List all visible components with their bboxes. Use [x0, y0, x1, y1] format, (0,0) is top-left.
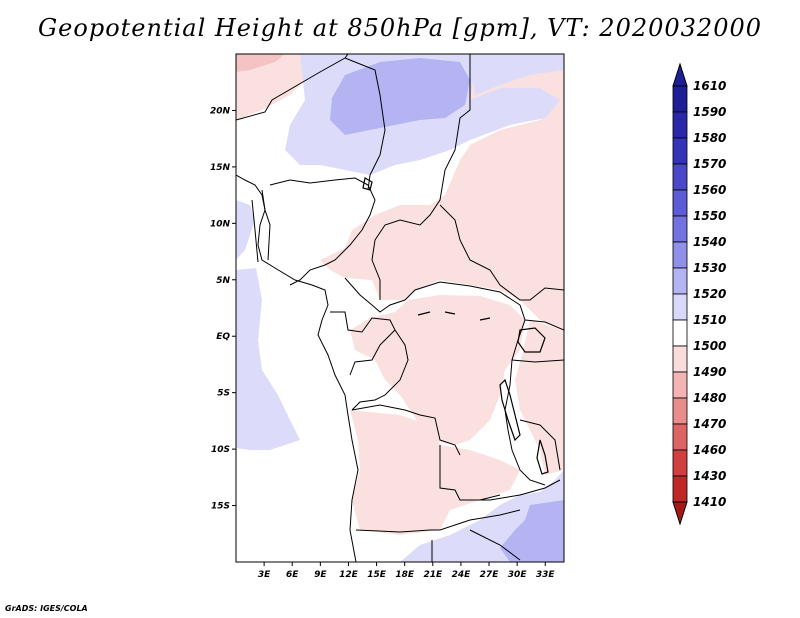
colorbar-label: 1570 — [693, 157, 726, 171]
colorbar-label: 1580 — [693, 131, 726, 145]
border-niger-chad — [344, 57, 386, 191]
lon-label: 33E — [536, 570, 556, 580]
colorbar-box — [672, 319, 688, 347]
colorbar-label: 1460 — [693, 443, 726, 457]
borders — [236, 54, 564, 562]
border-chad-sudan — [371, 54, 471, 300]
lake-victoria — [517, 327, 546, 353]
field-pink-south — [350, 410, 520, 535]
colorbar-label: 1510 — [693, 313, 726, 327]
colorbar-box — [672, 85, 688, 113]
colorbar-box — [672, 267, 688, 295]
border-tanzania-south — [519, 419, 561, 471]
map-frame — [235, 53, 565, 563]
lon-label: 18E — [395, 570, 415, 580]
lake-malawi — [536, 439, 549, 475]
field-lav-ne — [470, 54, 564, 95]
colorbar-label: 1610 — [693, 79, 726, 93]
colorbar-box — [672, 449, 688, 477]
colorbar-label: 1480 — [693, 391, 726, 405]
colorbar-box — [672, 163, 688, 191]
height-field — [236, 54, 564, 562]
colorbar-box — [672, 397, 688, 425]
border-angola-zambia — [439, 445, 501, 501]
colorbar-label: 1500 — [693, 339, 726, 353]
border-mali-niger — [236, 54, 349, 121]
border-sudan-ethiopia — [439, 204, 564, 301]
axes: 20N 15N 10N 5N EQ 5S 10S 15S 3E 6E 9E 12E 15E 18E 21E 2… — [210, 106, 556, 580]
lon-label: 12E — [339, 570, 359, 580]
lon-label: 27E — [480, 570, 500, 580]
border-angola-drc — [351, 404, 461, 456]
field-lav-sw — [236, 268, 300, 450]
colorbar-label: 1560 — [693, 183, 726, 197]
colorbar-box — [672, 241, 688, 269]
border-nigeria — [269, 177, 376, 286]
border-drc-west — [351, 329, 409, 411]
field-pink-corner — [236, 54, 285, 72]
colorbar-top-arrow — [672, 62, 688, 87]
colorbar-box — [672, 371, 688, 399]
colorbar-box — [672, 345, 688, 373]
field-blue-se — [500, 500, 564, 562]
field-blue-north — [330, 58, 470, 135]
colorbar-box — [672, 293, 688, 321]
colorbar-label: 1470 — [693, 417, 726, 431]
border-kenya-tanzania — [511, 319, 564, 363]
lat-label: 5N — [216, 276, 230, 286]
lon-label: 24E — [452, 570, 472, 580]
lat-label: 20N — [210, 106, 231, 116]
colorbar-label: 1590 — [693, 105, 726, 119]
border-namibia-botswana — [431, 529, 521, 562]
colorbar-label: 1410 — [693, 495, 726, 509]
colorbar-bottom-arrow — [672, 501, 688, 526]
field-lav-west — [236, 200, 255, 260]
lat-label: 5S — [217, 389, 230, 399]
border-gabon-congo — [330, 311, 396, 376]
colorbar: 1610 1590 1580 1570 1560 1550 1540 1530 1520 1510… — [672, 62, 726, 526]
border-car-drc — [404, 281, 521, 306]
lake-chad — [362, 177, 373, 191]
colorbar-label: 1430 — [693, 469, 726, 483]
field-pink-north — [236, 54, 320, 120]
field-pink-central — [350, 295, 525, 445]
lon-label: 30E — [508, 570, 528, 580]
colorbar-box — [672, 475, 688, 503]
colorbar-label: 1520 — [693, 287, 726, 301]
border-angola-namibia — [355, 509, 521, 533]
lon-label: 9E — [314, 570, 327, 580]
colorbar-box — [672, 189, 688, 217]
lat-label: 15N — [210, 163, 231, 173]
lat-label: 15S — [211, 502, 230, 512]
border-benin-togo — [251, 189, 271, 263]
colorbar-label: 1530 — [693, 261, 726, 275]
lon-label: 6E — [286, 570, 299, 580]
lon-label: 15E — [367, 570, 387, 580]
lat-label: 10S — [211, 445, 230, 455]
lat-label: EQ — [216, 332, 230, 342]
map-title: Geopotential Height at 850hPa [gpm], VT:… — [38, 14, 762, 42]
colorbar-box — [672, 137, 688, 165]
colorbar-label: 1540 — [693, 235, 726, 249]
colorbar-box — [672, 111, 688, 139]
border-zambia-zimbabwe — [460, 479, 561, 501]
lake-tanganyika — [499, 378, 521, 442]
field-pink-ne — [320, 54, 564, 330]
colorbar-box — [672, 215, 688, 243]
border-cameroon — [344, 277, 406, 313]
colorbar-label: 1550 — [693, 209, 726, 223]
colorbar-box — [672, 423, 688, 451]
drc-lakes — [417, 311, 491, 321]
credit-text: GrADS: IGES/COLA — [5, 604, 88, 613]
lon-label: 3E — [258, 570, 271, 580]
lat-label: 10N — [210, 219, 231, 229]
colorbar-label: 1490 — [693, 365, 726, 379]
lon-label: 21E — [423, 570, 443, 580]
